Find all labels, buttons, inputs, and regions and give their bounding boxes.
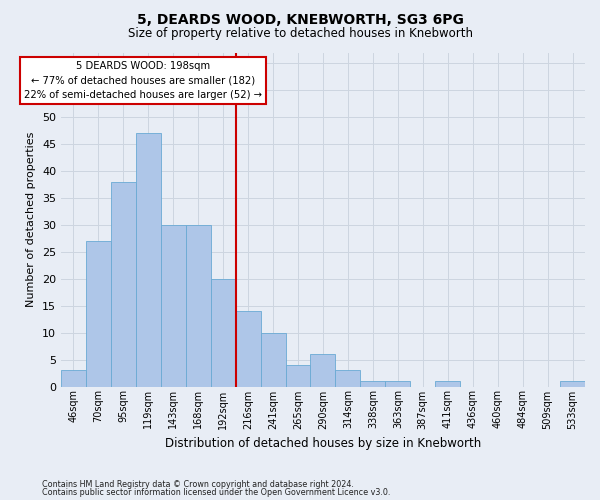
X-axis label: Distribution of detached houses by size in Knebworth: Distribution of detached houses by size … xyxy=(165,437,481,450)
Bar xyxy=(136,134,161,386)
Bar xyxy=(86,241,111,386)
Bar xyxy=(111,182,136,386)
Text: Size of property relative to detached houses in Knebworth: Size of property relative to detached ho… xyxy=(128,28,473,40)
Bar xyxy=(385,381,410,386)
Bar xyxy=(361,381,385,386)
Bar xyxy=(260,332,286,386)
Bar xyxy=(236,311,260,386)
Bar xyxy=(286,365,310,386)
Bar xyxy=(161,225,186,386)
Bar xyxy=(310,354,335,386)
Bar xyxy=(435,381,460,386)
Text: Contains HM Land Registry data © Crown copyright and database right 2024.: Contains HM Land Registry data © Crown c… xyxy=(42,480,354,489)
Bar xyxy=(335,370,361,386)
Bar xyxy=(186,225,211,386)
Text: Contains public sector information licensed under the Open Government Licence v3: Contains public sector information licen… xyxy=(42,488,391,497)
Bar xyxy=(61,370,86,386)
Text: 5, DEARDS WOOD, KNEBWORTH, SG3 6PG: 5, DEARDS WOOD, KNEBWORTH, SG3 6PG xyxy=(137,12,463,26)
Bar xyxy=(560,381,585,386)
Bar xyxy=(211,279,236,386)
Text: 5 DEARDS WOOD: 198sqm
← 77% of detached houses are smaller (182)
22% of semi-det: 5 DEARDS WOOD: 198sqm ← 77% of detached … xyxy=(24,60,262,100)
Y-axis label: Number of detached properties: Number of detached properties xyxy=(26,132,37,307)
